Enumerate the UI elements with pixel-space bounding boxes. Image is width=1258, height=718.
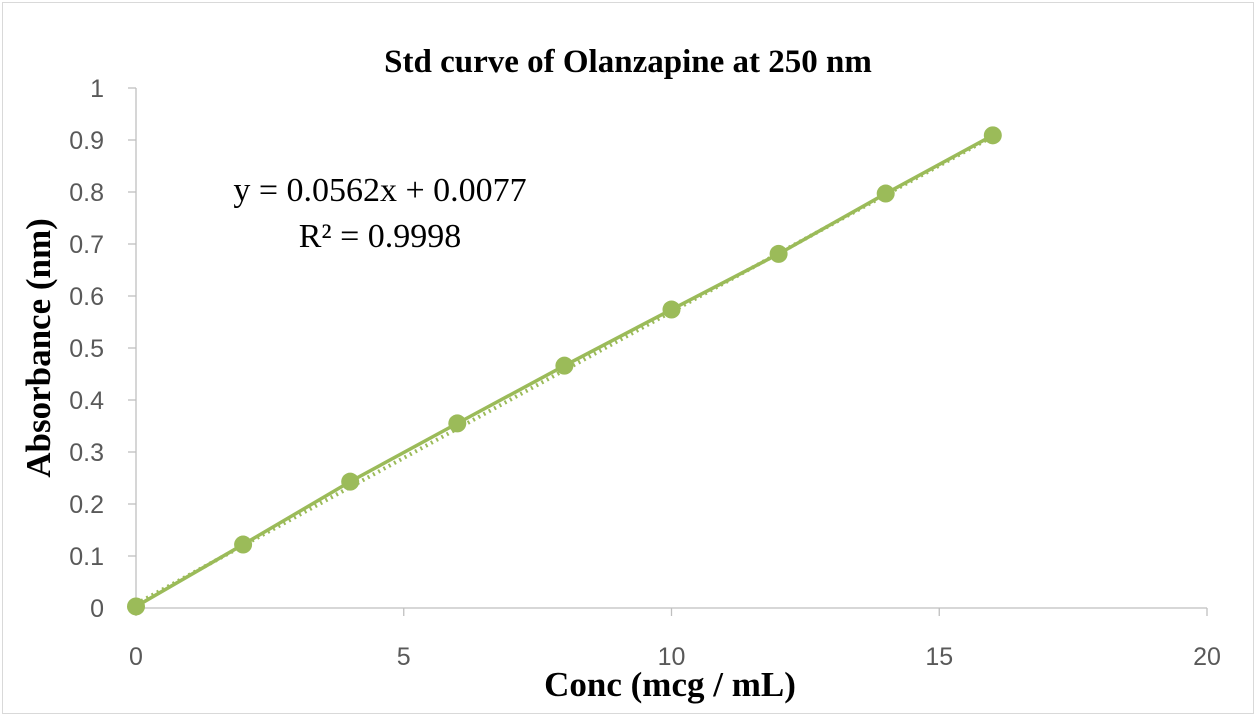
trendline-equation: y = 0.0562x + 0.0077 [233,172,526,209]
series-marks [127,126,1002,616]
data-point [234,535,253,554]
data-point [448,414,467,433]
y-tick-label: 0.6 [69,283,104,311]
chart-title: Std curve of Olanzapine at 250 nm [384,44,872,80]
data-point [341,472,360,491]
trendline [135,134,994,606]
data-point [555,356,574,375]
y-tick-label: 0.9 [69,127,104,155]
data-point [769,244,788,263]
x-tick-label: 15 [925,643,953,671]
y-tick-label: 0.8 [69,179,104,207]
x-tick-label: 5 [397,643,411,671]
y-tick-label: 0.2 [69,491,104,519]
x-tick-label: 0 [129,643,143,671]
y-tick-label: 0.3 [69,439,104,467]
trendline-r-squared: R² = 0.9998 [299,218,462,255]
x-tick-label: 20 [1193,643,1221,671]
x-tick-label: 10 [658,643,686,671]
y-tick-label: 0.1 [69,543,104,571]
data-point [127,597,145,616]
y-tick-label: 0.7 [69,231,104,259]
data-point [662,300,681,319]
y-axis-title: Absorbance (nm) [19,218,58,478]
x-axis-title: Conc (mcg / mL) [544,665,796,704]
axes: 00.10.20.30.40.50.60.70.80.910 5 10 15 20 [69,75,1221,671]
data-point [876,184,895,203]
y-tick-label: 0 [90,595,104,623]
y-tick-label: 1 [90,75,104,103]
y-tick-label: 0.4 [69,387,104,415]
data-point [983,126,1002,145]
y-tick-label: 0.5 [69,335,104,363]
